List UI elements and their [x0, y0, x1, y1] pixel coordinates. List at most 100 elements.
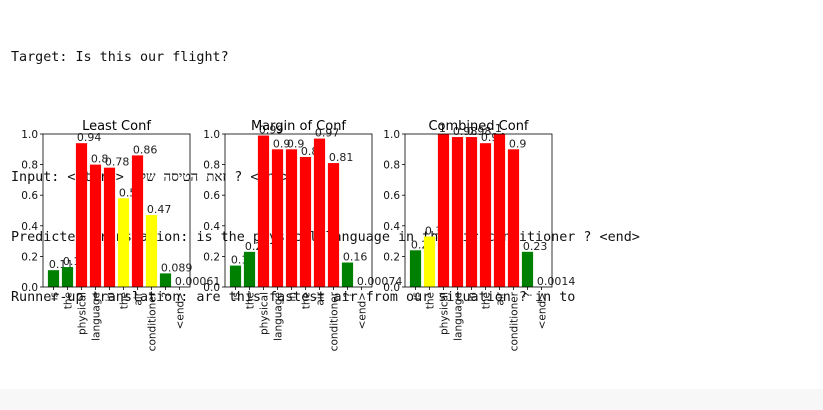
- bar: [507, 149, 520, 287]
- y-tick-label: 0.0: [21, 282, 38, 294]
- x-tick-label: language: [91, 292, 103, 341]
- bar: [327, 163, 340, 287]
- bar-value-label: 0.97: [315, 127, 340, 140]
- bar-value-label: 0.99: [259, 124, 284, 137]
- x-tick-label: air: [315, 291, 327, 305]
- x-tick-label: in: [105, 292, 117, 302]
- bar-value-label: 0.86: [133, 143, 158, 156]
- y-tick-label: 0.0: [383, 282, 400, 294]
- bar-value-label: 0.8: [91, 153, 109, 166]
- bar: [117, 198, 130, 287]
- bar-value-label: 1: [439, 122, 446, 135]
- bar-value-label: 0.00061: [175, 275, 221, 288]
- bar: [257, 135, 270, 287]
- bar-value-label: 0.089: [161, 261, 193, 274]
- bar: [437, 134, 450, 287]
- y-tick-label: 1.0: [21, 129, 38, 141]
- runner-up-translation-line: Runner-up translation: are this fastest …: [11, 290, 576, 305]
- y-tick-label: 0.6: [383, 190, 400, 202]
- confidence-charts: 0.11is0.13the0.94physical0.8language0.78…: [21, 119, 576, 351]
- x-tick-label: conditioner: [329, 291, 341, 351]
- bar: [47, 270, 60, 287]
- y-tick-label: 0.6: [21, 190, 38, 202]
- bar-value-label: 0.00074: [357, 275, 403, 288]
- x-tick-label: the: [301, 292, 313, 309]
- x-tick-label: <end>: [357, 292, 369, 329]
- x-tick-label: <end>: [175, 292, 187, 329]
- y-tick-label: 0.8: [383, 160, 400, 172]
- bar: [521, 251, 534, 287]
- bar: [451, 137, 464, 287]
- bar: [145, 215, 158, 287]
- bar: [299, 156, 312, 287]
- bar-value-label: 0.78: [105, 156, 129, 169]
- x-tick-label: ?: [343, 292, 355, 298]
- x-tick-label: the: [119, 292, 131, 309]
- bar-value-label: 0.98: [453, 125, 478, 138]
- x-tick-label: is: [411, 292, 423, 300]
- x-tick-label: air: [495, 291, 507, 305]
- x-tick-label: in: [287, 292, 299, 302]
- bar: [409, 250, 422, 287]
- y-tick-label: 0.8: [21, 160, 38, 172]
- bar: [75, 143, 88, 287]
- x-tick-label: physical: [259, 292, 271, 335]
- y-tick-label: 0.4: [383, 221, 400, 233]
- axes-frame: [42, 133, 191, 288]
- x-tick-label: conditioner: [147, 291, 159, 351]
- x-tick-label: is: [49, 292, 61, 300]
- bar-value-label: 0.16: [343, 251, 368, 264]
- x-tick-label: the: [63, 292, 75, 309]
- bar: [465, 137, 478, 287]
- bar: [103, 167, 116, 287]
- y-tick-label: 0.6: [203, 190, 220, 202]
- y-tick-label: 0.2: [383, 251, 400, 263]
- chart-title: Combined Conf: [428, 119, 528, 134]
- x-tick-label: conditioner: [509, 291, 521, 351]
- bar-value-label: 0.9: [509, 137, 527, 150]
- bar: [89, 164, 102, 287]
- x-tick-label: ?: [523, 292, 535, 298]
- chart-title: Margin of Conf: [251, 119, 346, 134]
- bar: [285, 149, 298, 287]
- axes-frame: [404, 133, 553, 288]
- bar-value-label: 0.98: [467, 125, 492, 138]
- y-tick-label: 1.0: [203, 129, 220, 141]
- x-tick-label: is: [231, 292, 243, 300]
- bar: [423, 236, 436, 287]
- y-tick-label: 0.8: [203, 160, 220, 172]
- x-tick-label: the: [245, 292, 257, 309]
- bar: [243, 251, 256, 287]
- bar-value-label: 0.9: [287, 137, 305, 150]
- x-tick-label: the: [481, 292, 493, 309]
- y-tick-label: 0.4: [21, 221, 38, 233]
- x-tick-label: the: [425, 292, 437, 309]
- bar: [61, 267, 74, 287]
- output-footer: [0, 389, 823, 410]
- axes-frame: [224, 133, 373, 288]
- x-tick-label: <end>: [537, 292, 549, 329]
- target-line: Target: Is this our flight?: [11, 50, 229, 65]
- x-tick-label: in: [467, 292, 479, 302]
- y-tick-label: 0.4: [203, 221, 220, 233]
- x-tick-label: air: [133, 291, 145, 305]
- bar: [493, 134, 506, 287]
- y-tick-label: 0.2: [21, 251, 38, 263]
- bar-value-label: 0.47: [147, 203, 172, 216]
- x-tick-label: ?: [161, 292, 173, 298]
- bar-value-label: 0.9: [273, 137, 291, 150]
- bar: [131, 155, 144, 287]
- bar: [479, 143, 492, 287]
- x-tick-label: language: [273, 292, 285, 341]
- x-tick-label: physical: [77, 292, 89, 335]
- y-tick-label: 1.0: [383, 129, 400, 141]
- bar: [229, 265, 242, 287]
- bar-value-label: 0.94: [77, 131, 102, 144]
- bar: [271, 149, 284, 287]
- bar-value-label: 0.0014: [537, 275, 576, 288]
- bar-value-label: 0.23: [523, 240, 548, 253]
- x-tick-label: language: [453, 292, 465, 341]
- bar: [313, 138, 326, 287]
- bar-value-label: 1: [495, 122, 502, 135]
- chart-title: Least Conf: [82, 119, 151, 134]
